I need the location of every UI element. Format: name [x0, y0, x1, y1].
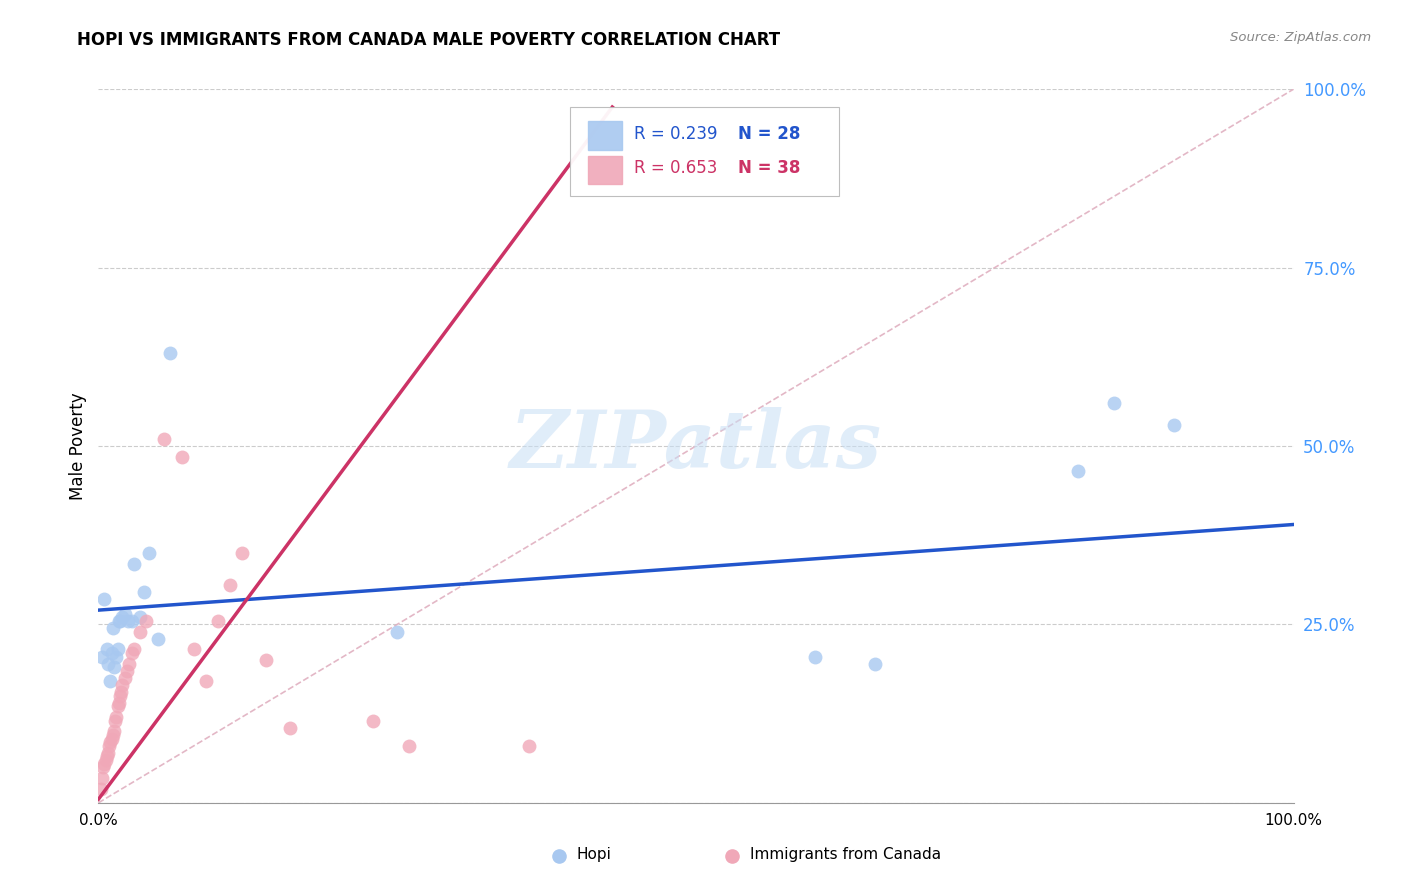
Text: N = 28: N = 28 — [738, 125, 800, 143]
Point — [231, 546, 253, 560]
Point — [135, 614, 157, 628]
FancyBboxPatch shape — [571, 107, 839, 196]
Point — [100, 731, 122, 746]
Point — [96, 749, 118, 764]
Point — [110, 685, 132, 699]
Point — [115, 664, 138, 678]
Point — [117, 614, 139, 628]
Point — [107, 614, 129, 628]
Point — [98, 674, 122, 689]
Point — [195, 674, 218, 689]
Point — [91, 760, 114, 774]
Point — [98, 735, 122, 749]
Point — [108, 614, 131, 628]
Point — [105, 710, 128, 724]
Point — [254, 653, 277, 667]
Point — [103, 660, 125, 674]
Point — [97, 657, 120, 671]
Point — [1104, 396, 1126, 410]
Point — [114, 671, 136, 685]
Point — [398, 739, 420, 753]
Point — [114, 607, 136, 621]
Point — [132, 585, 155, 599]
Text: Hopi: Hopi — [576, 847, 612, 862]
Point — [107, 696, 129, 710]
Point — [385, 624, 409, 639]
Point — [118, 657, 141, 671]
Point — [98, 739, 121, 753]
Point — [721, 849, 744, 863]
Point — [96, 642, 118, 657]
Point — [804, 649, 827, 664]
Point — [91, 649, 114, 664]
Text: Immigrants from Canada: Immigrants from Canada — [749, 847, 941, 862]
Point — [129, 610, 152, 624]
Point — [129, 624, 152, 639]
Point — [90, 781, 112, 796]
Point — [108, 689, 131, 703]
Point — [101, 621, 124, 635]
Text: Source: ZipAtlas.com: Source: ZipAtlas.com — [1230, 31, 1371, 45]
Point — [111, 678, 134, 692]
Point — [94, 753, 117, 767]
Point — [183, 642, 205, 657]
Point — [124, 557, 146, 571]
Bar — [589, 121, 621, 150]
Text: R = 0.653: R = 0.653 — [634, 160, 717, 178]
Point — [1067, 464, 1090, 478]
Point — [93, 756, 115, 771]
Point — [104, 714, 127, 728]
Point — [107, 642, 129, 657]
Point — [219, 578, 242, 592]
Text: N = 38: N = 38 — [738, 160, 800, 178]
Point — [97, 746, 120, 760]
Point — [100, 646, 122, 660]
Point — [1163, 417, 1185, 432]
Point — [124, 642, 146, 657]
Point — [105, 649, 128, 664]
Bar — [589, 155, 621, 184]
Point — [111, 610, 134, 624]
Point — [865, 657, 887, 671]
Point — [153, 432, 176, 446]
Point — [101, 728, 124, 742]
Point — [138, 546, 160, 560]
Point — [107, 699, 129, 714]
Text: R = 0.239: R = 0.239 — [634, 125, 717, 143]
Point — [93, 592, 115, 607]
Point — [207, 614, 229, 628]
Point — [172, 450, 194, 464]
Point — [159, 346, 181, 360]
Point — [121, 646, 143, 660]
Text: ZIPatlas: ZIPatlas — [510, 408, 882, 484]
Text: HOPI VS IMMIGRANTS FROM CANADA MALE POVERTY CORRELATION CHART: HOPI VS IMMIGRANTS FROM CANADA MALE POVE… — [77, 31, 780, 49]
Point — [121, 614, 143, 628]
Point — [103, 724, 125, 739]
Point — [547, 849, 569, 863]
Point — [148, 632, 170, 646]
Point — [278, 721, 301, 735]
Point — [91, 771, 114, 785]
Point — [363, 714, 385, 728]
Point — [517, 739, 540, 753]
Y-axis label: Male Poverty: Male Poverty — [69, 392, 87, 500]
